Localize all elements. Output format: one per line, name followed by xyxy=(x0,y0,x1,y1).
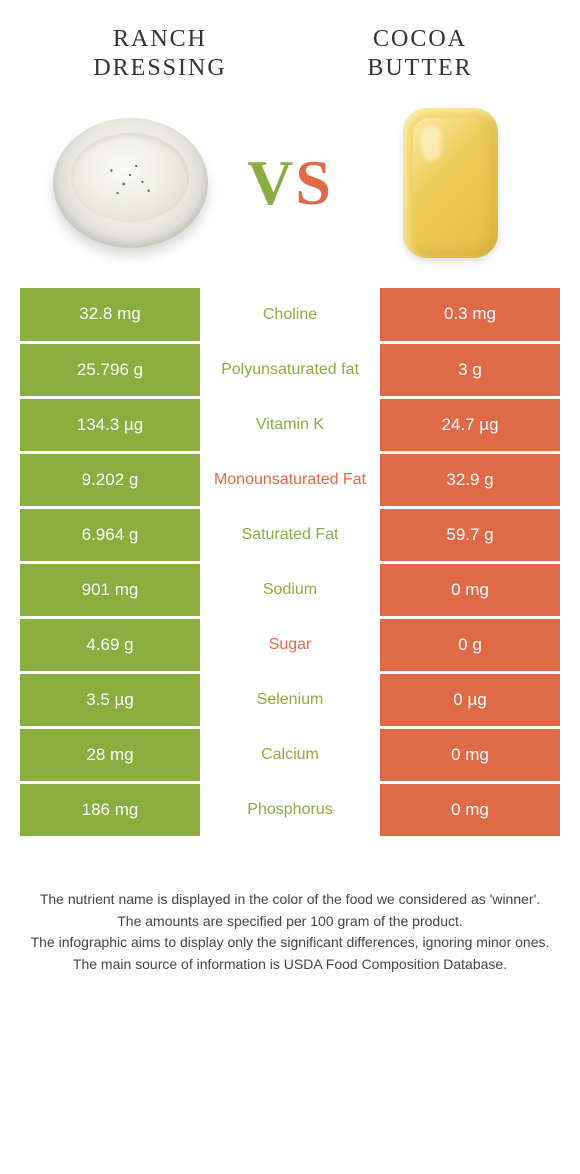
footnote-line: The amounts are specified per 100 gram o… xyxy=(30,911,550,933)
footnote-line: The infographic aims to display only the… xyxy=(30,932,550,954)
vs-label: VS xyxy=(247,146,333,220)
cell-nutrient-label: Polyunsaturated fat xyxy=(200,343,380,398)
cell-right-value: 3 g xyxy=(380,343,560,398)
ranch-herb-specks-icon xyxy=(99,157,161,203)
ranch-bowl-icon xyxy=(53,118,208,248)
vs-letter-v: V xyxy=(247,147,295,218)
food-title-left: RANCH DRESSING xyxy=(60,25,260,83)
cell-right-value: 0.3 mg xyxy=(380,288,560,343)
table-row: 9.202 gMonounsaturated Fat32.9 g xyxy=(20,453,560,508)
table-row: 25.796 gPolyunsaturated fat3 g xyxy=(20,343,560,398)
cell-nutrient-label: Sugar xyxy=(200,618,380,673)
table-row: 901 mgSodium0 mg xyxy=(20,563,560,618)
cell-left-value: 32.8 mg xyxy=(20,288,200,343)
cell-nutrient-label: Monounsaturated Fat xyxy=(200,453,380,508)
cell-nutrient-label: Saturated Fat xyxy=(200,508,380,563)
footnotes: The nutrient name is displayed in the co… xyxy=(0,839,580,976)
table-row: 32.8 mgCholine0.3 mg xyxy=(20,288,560,343)
cell-right-value: 59.7 g xyxy=(380,508,560,563)
cell-left-value: 6.964 g xyxy=(20,508,200,563)
cell-left-value: 4.69 g xyxy=(20,618,200,673)
footnote-line: The main source of information is USDA F… xyxy=(30,954,550,976)
cell-right-value: 0 g xyxy=(380,618,560,673)
cocoa-butter-icon xyxy=(403,108,498,258)
table-row: 4.69 gSugar0 g xyxy=(20,618,560,673)
header-row: RANCH DRESSING COCOA BUTTER xyxy=(0,0,580,93)
comparison-table-body: 32.8 mgCholine0.3 mg25.796 gPolyunsatura… xyxy=(20,288,560,838)
cell-left-value: 9.202 g xyxy=(20,453,200,508)
table-row: 6.964 gSaturated Fat59.7 g xyxy=(20,508,560,563)
food-image-left xyxy=(50,103,210,263)
table-row: 28 mgCalcium0 mg xyxy=(20,728,560,783)
cell-nutrient-label: Calcium xyxy=(200,728,380,783)
cell-right-value: 0 mg xyxy=(380,728,560,783)
cell-left-value: 901 mg xyxy=(20,563,200,618)
comparison-table: 32.8 mgCholine0.3 mg25.796 gPolyunsatura… xyxy=(20,288,560,840)
table-row: 3.5 µgSelenium0 µg xyxy=(20,673,560,728)
cell-left-value: 186 mg xyxy=(20,783,200,838)
cell-nutrient-label: Selenium xyxy=(200,673,380,728)
cell-left-value: 134.3 µg xyxy=(20,398,200,453)
vs-letter-s: S xyxy=(295,147,333,218)
cell-left-value: 28 mg xyxy=(20,728,200,783)
cell-right-value: 0 mg xyxy=(380,783,560,838)
cell-left-value: 25.796 g xyxy=(20,343,200,398)
cell-nutrient-label: Sodium xyxy=(200,563,380,618)
image-row: VS xyxy=(0,93,580,283)
cell-right-value: 24.7 µg xyxy=(380,398,560,453)
food-title-right: COCOA BUTTER xyxy=(320,25,520,83)
cell-left-value: 3.5 µg xyxy=(20,673,200,728)
cell-nutrient-label: Vitamin K xyxy=(200,398,380,453)
footnote-line: The nutrient name is displayed in the co… xyxy=(30,889,550,911)
cell-right-value: 32.9 g xyxy=(380,453,560,508)
cell-right-value: 0 mg xyxy=(380,563,560,618)
cell-right-value: 0 µg xyxy=(380,673,560,728)
cell-nutrient-label: Choline xyxy=(200,288,380,343)
table-row: 186 mgPhosphorus0 mg xyxy=(20,783,560,838)
food-image-right xyxy=(370,103,530,263)
table-row: 134.3 µgVitamin K24.7 µg xyxy=(20,398,560,453)
cell-nutrient-label: Phosphorus xyxy=(200,783,380,838)
